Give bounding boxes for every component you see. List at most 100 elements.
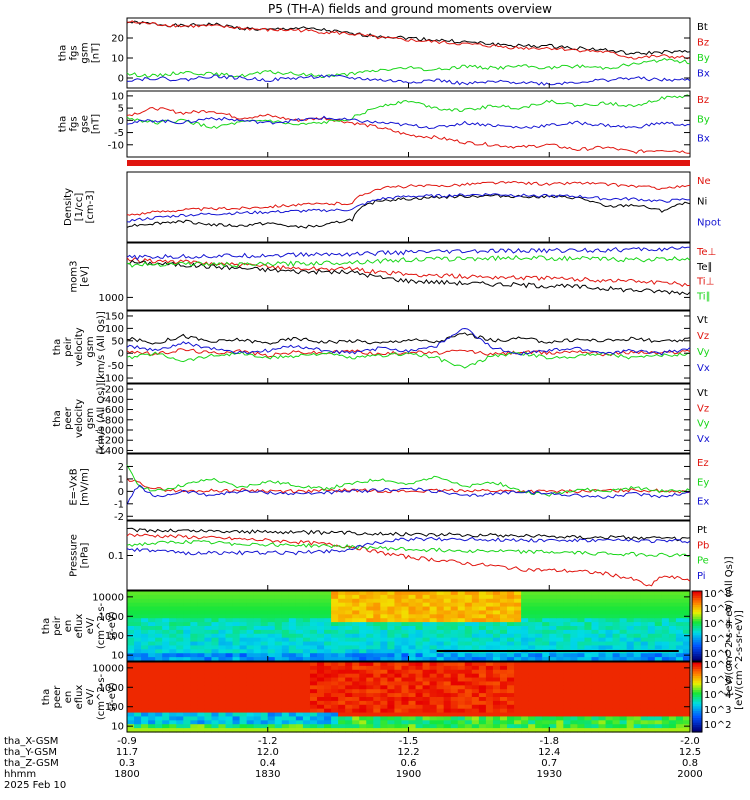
heatmap-cell <box>331 618 339 623</box>
heatmap-cell <box>401 689 410 694</box>
heatmap-cell <box>394 610 403 615</box>
heatmap-cell <box>668 704 677 710</box>
heatmap-cell <box>605 716 614 721</box>
heatmap-cell <box>591 598 600 604</box>
heatmap-cell <box>267 677 276 683</box>
heatmap-cell <box>619 653 628 658</box>
heatmap-cell <box>668 673 677 679</box>
heatmap-cell <box>521 626 529 631</box>
heatmap-cell <box>246 685 255 690</box>
heatmap-cell <box>366 653 374 658</box>
heatmap-cell <box>521 728 529 733</box>
colorbar-cell <box>692 654 702 657</box>
heatmap-cell <box>190 602 198 608</box>
y-tick-label: 1000 <box>99 612 124 623</box>
heatmap-cell <box>162 728 170 733</box>
xaxis-date: 2025 Feb 10 <box>4 780 66 791</box>
heatmap-cell <box>654 708 663 714</box>
heatmap-cell <box>387 657 396 662</box>
heatmap-cell <box>253 685 262 690</box>
heatmap-cell <box>225 591 234 596</box>
heatmap-cell <box>141 591 149 596</box>
heatmap-cell <box>514 728 522 733</box>
heatmap-cell <box>422 606 431 612</box>
heatmap-cell <box>528 602 536 608</box>
heatmap-cell <box>521 716 529 721</box>
heatmap-cell <box>570 685 578 690</box>
heatmap-cell <box>253 641 262 647</box>
heatmap-cell <box>183 598 191 604</box>
heatmap-cell <box>295 606 304 612</box>
colorbar-cell <box>692 701 702 705</box>
heatmap-cell <box>127 720 135 725</box>
heatmap-cell <box>577 689 586 694</box>
heatmap-cell <box>190 645 198 650</box>
heatmap-cell <box>626 606 635 612</box>
ylabel-line: peer <box>52 685 63 709</box>
heatmap-cell <box>373 637 381 643</box>
heatmap-cell <box>528 677 536 683</box>
heatmap-cell <box>626 665 635 671</box>
heatmap-cell <box>218 665 227 671</box>
heatmap-cell <box>654 622 663 627</box>
y-tick-label: 10 <box>111 722 124 733</box>
heatmap-cell <box>239 598 248 604</box>
heatmap-cell <box>274 633 283 639</box>
heatmap-cell <box>281 700 290 706</box>
heatmap-cell <box>647 700 656 706</box>
series-fgs_gse-0 <box>126 106 691 155</box>
heatmap-cell <box>492 610 501 615</box>
heatmap-cell <box>253 689 262 694</box>
y-tick-label: 10000 <box>92 592 124 603</box>
heatmap-cell <box>232 681 241 686</box>
colorbar-cell <box>692 683 702 686</box>
heatmap-cell <box>302 610 311 615</box>
heatmap-cell <box>640 598 649 604</box>
heatmap-cell <box>577 724 586 729</box>
heatmap-cell <box>675 700 684 706</box>
heatmap-cell <box>591 685 600 690</box>
heatmap-cell <box>570 712 578 718</box>
heatmap-cell <box>542 591 550 596</box>
heatmap-cell <box>288 591 297 596</box>
heatmap-cell <box>387 626 396 631</box>
heatmap-cell <box>528 653 536 658</box>
heatmap-cell <box>436 653 445 658</box>
heatmap-cell <box>661 641 670 647</box>
heatmap-cell <box>253 598 262 604</box>
heatmap-cell <box>619 677 628 683</box>
heatmap-cell <box>302 720 311 725</box>
heatmap-cell <box>155 669 163 675</box>
heatmap-cell <box>457 708 466 714</box>
heatmap-cell <box>295 649 304 654</box>
legend-fgs_gsm-3: Bx <box>697 69 710 80</box>
heatmap-cell <box>373 693 381 698</box>
heatmap-cell <box>542 708 550 714</box>
heatmap-cell <box>197 677 206 683</box>
heatmap-cell <box>288 685 297 690</box>
heatmap-cell <box>598 653 607 658</box>
heatmap-cell <box>408 594 417 600</box>
heatmap-cell <box>401 720 410 725</box>
heatmap-cell <box>675 598 684 604</box>
heatmap-cell <box>260 657 269 662</box>
colorbar-cell <box>692 697 702 700</box>
legend-density-1: Ni <box>697 197 707 208</box>
heatmap-cell <box>535 673 543 679</box>
heatmap-cell <box>352 610 360 615</box>
heatmap-cell <box>288 641 297 647</box>
heatmap-cell <box>127 591 135 596</box>
y-tick-label: -1 <box>114 499 124 510</box>
heatmap-cell <box>309 602 318 608</box>
heatmap-cell <box>324 610 332 615</box>
heatmap-cell <box>457 637 466 643</box>
heatmap-cell <box>295 681 304 686</box>
heatmap-cell <box>239 728 248 733</box>
colorbar-cell <box>692 591 702 594</box>
heatmap-cell <box>457 712 466 718</box>
heatmap-cell <box>302 697 311 702</box>
legend-peir_velocity-3: Vx <box>697 363 710 374</box>
heatmap-cell <box>633 697 642 702</box>
heatmap-cell <box>612 728 621 733</box>
heatmap-cell <box>598 669 607 675</box>
